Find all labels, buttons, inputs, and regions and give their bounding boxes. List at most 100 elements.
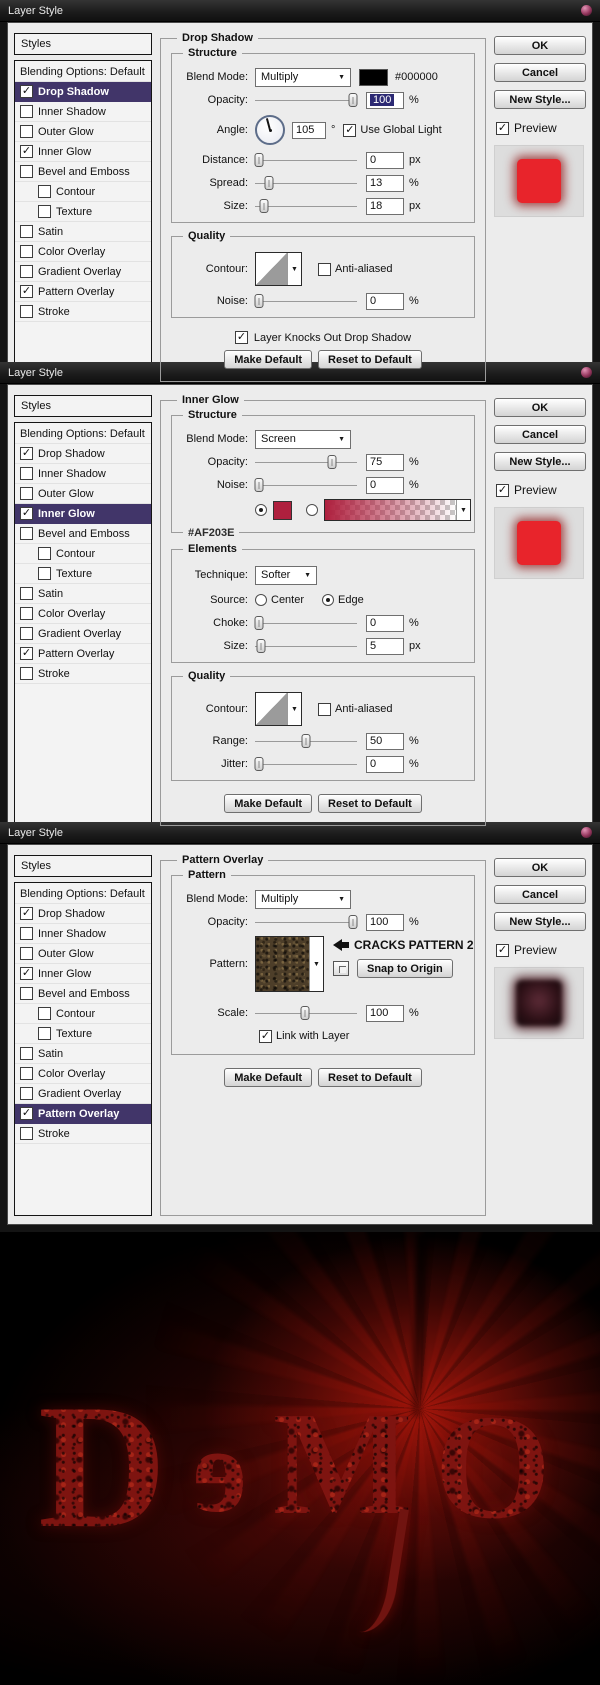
sidebar-item-color-overlay[interactable]: Color Overlay	[15, 242, 151, 262]
sidebar-item-inner-shadow[interactable]: Inner Shadow	[15, 464, 151, 484]
style-checkbox[interactable]: ✓	[20, 85, 33, 98]
opacity-input[interactable]: 75	[366, 453, 404, 471]
sidebar-item-contour[interactable]: Contour	[15, 544, 151, 564]
contour-picker[interactable]: ▼	[255, 692, 302, 726]
contour-picker[interactable]: ▼	[255, 252, 302, 286]
sidebar-item-texture[interactable]: Texture	[15, 564, 151, 584]
contour-thumbnail[interactable]	[256, 253, 288, 285]
sidebar-item-satin[interactable]: Satin	[15, 1044, 151, 1064]
size-slider[interactable]	[255, 639, 357, 653]
titlebar[interactable]: Layer Style	[0, 362, 600, 384]
snap-to-origin-button[interactable]: Snap to Origin	[357, 959, 453, 978]
style-checkbox[interactable]	[20, 927, 33, 940]
sidebar-item-stroke[interactable]: Stroke	[15, 1124, 151, 1144]
sidebar-item-stroke[interactable]: Stroke	[15, 664, 151, 684]
style-checkbox[interactable]	[20, 105, 33, 118]
style-checkbox[interactable]	[20, 125, 33, 138]
choke-slider[interactable]	[254, 616, 357, 630]
blend-mode-select[interactable]: Multiply ▼	[255, 889, 351, 909]
reset-to-default-button[interactable]: Reset to Default	[318, 350, 422, 369]
style-checkbox[interactable]	[38, 547, 51, 560]
noise-input[interactable]: 0	[366, 476, 404, 494]
ok-button[interactable]: OK	[494, 858, 586, 877]
chevron-down-icon[interactable]: ▼	[460, 506, 467, 514]
style-checkbox[interactable]	[38, 1007, 51, 1020]
anti-aliased-checkbox[interactable]	[318, 702, 331, 716]
sidebar-item-outer-glow[interactable]: Outer Glow	[15, 484, 151, 504]
make-default-button[interactable]: Make Default	[224, 1068, 313, 1087]
style-checkbox[interactable]	[20, 225, 33, 238]
slider-thumb[interactable]	[264, 176, 274, 190]
styles-header[interactable]: Styles	[14, 855, 152, 877]
new-style-button[interactable]: New Style...	[494, 452, 586, 471]
gradient-bar[interactable]	[325, 500, 457, 520]
style-checkbox[interactable]: ✓	[20, 647, 33, 660]
link-with-layer-checkbox[interactable]: ✓	[259, 1029, 272, 1043]
shadow-color-swatch[interactable]	[359, 68, 388, 86]
style-checkbox[interactable]: ✓	[20, 907, 33, 920]
sidebar-item-bevel-and-emboss[interactable]: Bevel and Emboss	[15, 524, 151, 544]
opacity-slider[interactable]	[255, 455, 357, 469]
style-checkbox[interactable]	[20, 1067, 33, 1080]
sidebar-item-satin[interactable]: Satin	[15, 222, 151, 242]
style-checkbox[interactable]	[20, 627, 33, 640]
jitter-input[interactable]: 0	[366, 755, 404, 773]
chevron-down-icon[interactable]: ▼	[291, 265, 298, 273]
sidebar-item-drop-shadow[interactable]: ✓ Drop Shadow	[15, 904, 151, 924]
sidebar-item-inner-glow[interactable]: ✓ Inner Glow	[15, 504, 151, 524]
sidebar-item-contour[interactable]: Contour	[15, 182, 151, 202]
slider-thumb[interactable]	[256, 639, 266, 653]
angle-input[interactable]: 105	[292, 121, 326, 139]
noise-input[interactable]: 0	[366, 292, 404, 310]
scale-input[interactable]: 100	[366, 1004, 404, 1022]
chevron-down-icon[interactable]: ▼	[291, 705, 298, 713]
style-checkbox[interactable]	[20, 987, 33, 1000]
sidebar-item-blending-options-default[interactable]: Blending Options: Default	[15, 62, 151, 82]
opacity-slider[interactable]	[255, 915, 358, 929]
style-checkbox[interactable]	[20, 245, 33, 258]
spread-input[interactable]: 13	[366, 174, 404, 192]
blend-mode-select[interactable]: Multiply ▼	[255, 67, 351, 87]
style-checkbox[interactable]	[38, 205, 51, 218]
sidebar-item-inner-shadow[interactable]: Inner Shadow	[15, 102, 151, 122]
slider-thumb[interactable]	[348, 93, 358, 107]
sidebar-item-gradient-overlay[interactable]: Gradient Overlay	[15, 624, 151, 644]
style-checkbox[interactable]	[20, 667, 33, 680]
style-checkbox[interactable]	[20, 487, 33, 500]
size-slider[interactable]	[255, 199, 357, 213]
style-checkbox[interactable]: ✓	[20, 285, 33, 298]
slider-thumb[interactable]	[254, 294, 264, 308]
ok-button[interactable]: OK	[494, 398, 586, 417]
style-checkbox[interactable]	[20, 265, 33, 278]
make-default-button[interactable]: Make Default	[224, 350, 313, 369]
sidebar-item-contour[interactable]: Contour	[15, 1004, 151, 1024]
sidebar-item-blending-options-default[interactable]: Blending Options: Default	[15, 884, 151, 904]
sidebar-item-bevel-and-emboss[interactable]: Bevel and Emboss	[15, 162, 151, 182]
opacity-input[interactable]: 100	[366, 913, 404, 931]
glow-color-swatch[interactable]	[273, 500, 292, 520]
style-checkbox[interactable]	[38, 567, 51, 580]
cancel-button[interactable]: Cancel	[494, 885, 586, 904]
contour-thumbnail[interactable]	[256, 693, 288, 725]
use-global-light-checkbox[interactable]: ✓	[343, 123, 357, 137]
gradient-picker[interactable]: ▼	[324, 499, 471, 521]
style-checkbox[interactable]	[20, 165, 33, 178]
new-style-button[interactable]: New Style...	[494, 912, 586, 931]
source-edge-radio[interactable]	[322, 594, 335, 606]
new-pattern-preset-icon[interactable]	[333, 961, 349, 976]
chevron-down-icon[interactable]: ▼	[313, 960, 320, 968]
sidebar-item-outer-glow[interactable]: Outer Glow	[15, 944, 151, 964]
sidebar-item-pattern-overlay[interactable]: ✓ Pattern Overlay	[15, 1104, 151, 1124]
preview-checkbox[interactable]: ✓	[496, 121, 509, 135]
style-checkbox[interactable]: ✓	[20, 507, 33, 520]
style-checkbox[interactable]	[20, 587, 33, 600]
opacity-input[interactable]: 100	[366, 91, 404, 109]
angle-dial[interactable]	[255, 115, 285, 145]
preview-checkbox[interactable]: ✓	[496, 943, 509, 957]
style-checkbox[interactable]	[38, 185, 51, 198]
sidebar-item-stroke[interactable]: Stroke	[15, 302, 151, 322]
sidebar-item-texture[interactable]: Texture	[15, 1024, 151, 1044]
style-checkbox[interactable]: ✓	[20, 145, 33, 158]
sidebar-item-inner-glow[interactable]: ✓ Inner Glow	[15, 964, 151, 984]
slider-thumb[interactable]	[254, 153, 264, 167]
